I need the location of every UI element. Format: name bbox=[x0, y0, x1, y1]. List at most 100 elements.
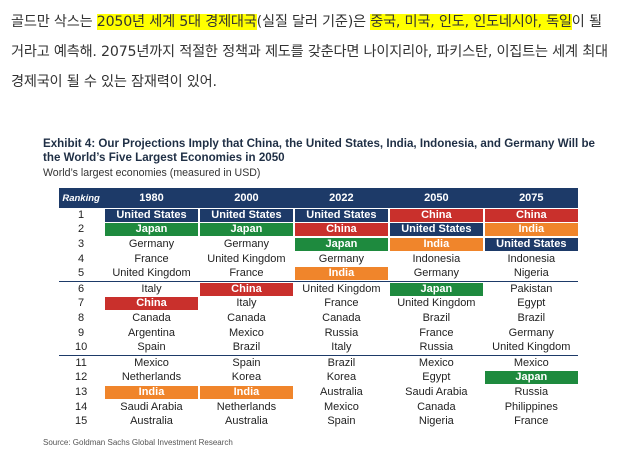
country-cell: Canada bbox=[227, 311, 266, 324]
country-cell: Nigeria bbox=[418, 415, 454, 428]
country-cell: India bbox=[389, 237, 484, 251]
year-column-cell: Spain bbox=[295, 415, 388, 428]
year-column-cell: France bbox=[485, 415, 578, 428]
rank-cell: 7 bbox=[78, 297, 85, 310]
country-cell: Indonesia bbox=[507, 252, 556, 265]
year-column-cell: India bbox=[199, 385, 294, 399]
country-cell: United States bbox=[294, 208, 389, 222]
country-cell: France bbox=[134, 252, 169, 265]
country-cell: Spain bbox=[327, 415, 356, 428]
year-column-cell: Canada bbox=[295, 312, 388, 325]
year-column-cell: Canada bbox=[390, 401, 483, 414]
year-column-cell: Germany bbox=[200, 238, 293, 251]
table-row: 15 Australia Australia Spain Nigeria France bbox=[59, 414, 578, 429]
rank-cell: 12 bbox=[74, 371, 88, 384]
country-cell: China bbox=[294, 223, 389, 237]
year-column-cell: France bbox=[105, 253, 198, 266]
year-column-cell: India bbox=[484, 223, 578, 237]
year-column-cell: India bbox=[294, 267, 389, 281]
table-row: 1 United States United States United States… bbox=[59, 208, 578, 223]
country-cell: Russia bbox=[514, 385, 549, 398]
table-row: 6 Italy China United Kingdom Japan Pakistan bbox=[59, 280, 578, 297]
country-cell: China bbox=[104, 297, 199, 311]
table-row: 4 France United Kingdom Germany Indonesia Ind… bbox=[59, 252, 578, 267]
country-cell: Germany bbox=[508, 326, 554, 339]
country-cell: France bbox=[324, 297, 359, 310]
table-row: 13 India India Australia Saudi Arabia Russia bbox=[59, 385, 578, 400]
year-column-cell: Russia bbox=[485, 386, 578, 399]
country-cell: Italy bbox=[141, 282, 162, 295]
country-cell: Spain bbox=[232, 356, 261, 369]
year-column-cell: Australia bbox=[105, 415, 198, 428]
table-row: 3 Germany Germany Japan India United States bbox=[59, 237, 578, 252]
country-cell: United Kingdom bbox=[112, 267, 191, 280]
country-cell: United States bbox=[104, 208, 199, 222]
country-cell: Mexico bbox=[229, 326, 264, 339]
rank-cell: 10 bbox=[74, 341, 88, 354]
year-column-cell: Mexico bbox=[105, 357, 198, 370]
year-column-cell: United States bbox=[199, 208, 294, 222]
rank-cell: 8 bbox=[78, 311, 85, 324]
country-cell: Pakistan bbox=[510, 282, 553, 295]
table-row: 14 Saudi Arabia Netherlands Mexico Canada Phi… bbox=[59, 400, 578, 415]
year-column-cell: Saudi Arabia bbox=[105, 401, 198, 414]
rankings-table: Ranking 1980 2000 2022 2050 2075 1 United… bbox=[59, 188, 578, 429]
year-column-cell: Spain bbox=[200, 357, 293, 370]
para-text-2: (실질 달러 기준)은 bbox=[256, 14, 371, 30]
year-column-cell: Mexico bbox=[485, 357, 578, 370]
year-column-cell: France bbox=[200, 267, 293, 280]
year-column-cell: United Kingdom bbox=[200, 253, 293, 266]
country-cell: United Kingdom bbox=[302, 282, 381, 295]
year-column-cell: United States bbox=[484, 237, 578, 251]
country-cell: Egypt bbox=[517, 297, 546, 310]
header-year: 2050 bbox=[424, 191, 449, 204]
header-year: 2000 bbox=[234, 191, 259, 204]
year-column-cell: Japan bbox=[484, 371, 578, 385]
exhibit-subtitle: World’s largest economies (measured in U… bbox=[43, 167, 261, 179]
year-column-cell: United Kingdom bbox=[485, 341, 578, 354]
country-cell: Australia bbox=[320, 385, 363, 398]
year-column-cell: Mexico bbox=[390, 357, 483, 370]
year-column-cell: China bbox=[294, 223, 389, 237]
rank-cell: 3 bbox=[78, 237, 85, 250]
year-column-cell: Germany bbox=[390, 267, 483, 280]
country-cell: Japan bbox=[389, 282, 484, 296]
year-column-cell: China bbox=[199, 282, 294, 296]
country-cell: Netherlands bbox=[121, 371, 182, 384]
year-column-cell: Korea bbox=[200, 371, 293, 384]
year-column-cell: United Kingdom bbox=[390, 297, 483, 310]
year-column-cell: Philippines bbox=[485, 401, 578, 414]
year-column-cell: Australia bbox=[200, 415, 293, 428]
year-column-cell: Canada bbox=[105, 312, 198, 325]
year-column-cell: Brazil bbox=[295, 357, 388, 370]
country-cell: Australia bbox=[130, 415, 173, 428]
year-column-cell: Japan bbox=[104, 223, 199, 237]
country-cell: Netherlands bbox=[216, 400, 277, 413]
year-column-cell: Egypt bbox=[390, 371, 483, 384]
year-column-cell: Australia bbox=[295, 386, 388, 399]
country-cell: Nigeria bbox=[513, 267, 549, 280]
table-row: 8 Canada Canada Canada Brazil Brazil bbox=[59, 311, 578, 326]
korean-paragraph: 골드만 삭스는 2050년 세계 5대 경제대국(실질 달러 기준)은 중국, … bbox=[11, 7, 617, 97]
para-text-3: 이 될 거라고 예측해. 2075년까지 적절한 정책과 제도를 갖춘다면 나이… bbox=[11, 14, 608, 90]
country-cell: India bbox=[104, 385, 199, 399]
country-cell: Japan bbox=[484, 371, 578, 385]
country-cell: Germany bbox=[223, 237, 270, 250]
country-cell: Mexico bbox=[513, 356, 549, 369]
year-column-cell: United States bbox=[294, 208, 389, 222]
year-column-cell: France bbox=[390, 327, 483, 340]
year-column-cell: Spain bbox=[105, 341, 198, 354]
country-cell: China bbox=[484, 208, 578, 222]
table-row: 9 Argentina Mexico Russia France Germany bbox=[59, 326, 578, 341]
year-column-cell: Argentina bbox=[105, 327, 198, 340]
country-cell: Germany bbox=[413, 267, 459, 280]
country-cell: United Kingdom bbox=[397, 297, 476, 310]
table-body: 1 United States United States United States… bbox=[59, 208, 578, 429]
country-cell: Saudi Arabia bbox=[405, 385, 468, 398]
country-cell: Korea bbox=[326, 371, 357, 384]
rank-cell: 13 bbox=[74, 385, 88, 398]
country-cell: Egypt bbox=[422, 371, 451, 384]
table-header: Ranking 1980 2000 2022 2050 2075 bbox=[59, 188, 578, 208]
country-cell: China bbox=[389, 208, 484, 222]
exhibit-title: Exhibit 4: Our Projections Imply that Ch… bbox=[43, 137, 595, 164]
